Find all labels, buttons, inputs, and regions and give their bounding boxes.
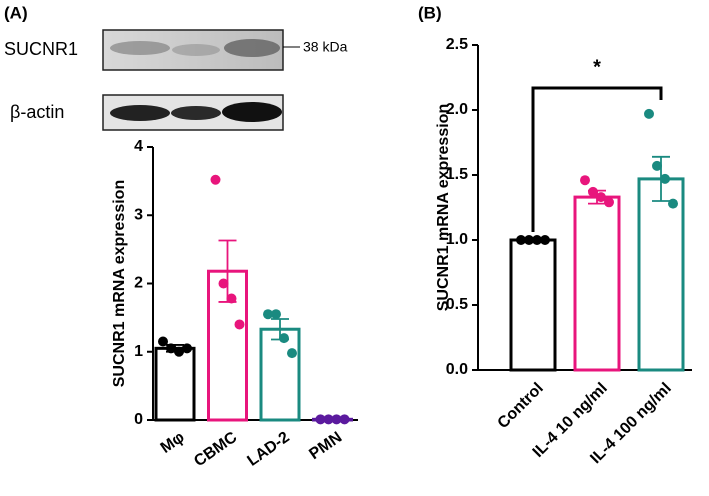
data-point [166,343,176,354]
y-tick-label: 4 [134,138,143,155]
data-point [524,235,534,245]
x-tick-label: LAD-2 [244,429,292,470]
western-blot [102,29,300,131]
data-point [516,235,526,245]
x-tick-label: PMN [306,429,345,463]
y-tick-label: 2.5 [446,36,468,53]
bar [509,238,557,372]
x-tick-label: Mφ [158,429,188,457]
significance-bracket [531,86,663,232]
y-tick-label: 1.5 [446,166,468,183]
x-tick-label: CBMC [191,429,240,471]
data-point [580,175,590,186]
data-point [323,414,334,425]
data-point [263,309,273,320]
data-point [174,346,184,357]
data-point [226,293,237,304]
panel-label: (B) [418,3,442,22]
significance-label: * [593,56,601,78]
y-tick-label: 1 [134,343,143,360]
data-point [540,235,550,245]
data-point [315,414,326,425]
data-point [331,414,342,425]
panel-label: (A) [4,3,28,22]
y-tick-label: 0.5 [446,296,468,313]
data-point [660,173,670,184]
data-point [588,186,598,197]
data-point [339,414,350,425]
bar [637,177,685,372]
data-point [182,343,192,354]
data-point [287,348,297,359]
data-point [596,192,606,203]
y-tick-label: 0 [134,411,143,428]
data-point [652,160,662,171]
y-tick-label: 0.0 [446,361,468,378]
data-point [218,278,229,289]
data-point [532,235,542,245]
data-point [668,198,678,209]
x-tick-label: Control [495,380,547,432]
blot-label: β-actin [10,102,64,122]
bar [154,346,196,422]
y-tick-label: 3 [134,206,143,223]
y-axis-label: SUCNR1 mRNA expression [111,180,128,387]
y-axis-label: SUCNR1 mRNA expression [435,104,452,311]
y-tick-label: 2 [134,275,143,292]
y-tick-label: 1.0 [446,231,468,248]
bar [573,195,621,372]
data-point [271,309,281,320]
data-point [210,174,221,185]
blot-label: SUCNR1 [4,39,78,59]
y-tick-label: 2.0 [446,101,468,118]
data-point [604,197,614,208]
blot-marker: 38 kDa [303,39,348,55]
data-point [234,319,245,330]
data-point [644,108,654,119]
data-point [279,333,289,344]
bar [259,327,301,422]
data-point [158,336,168,347]
